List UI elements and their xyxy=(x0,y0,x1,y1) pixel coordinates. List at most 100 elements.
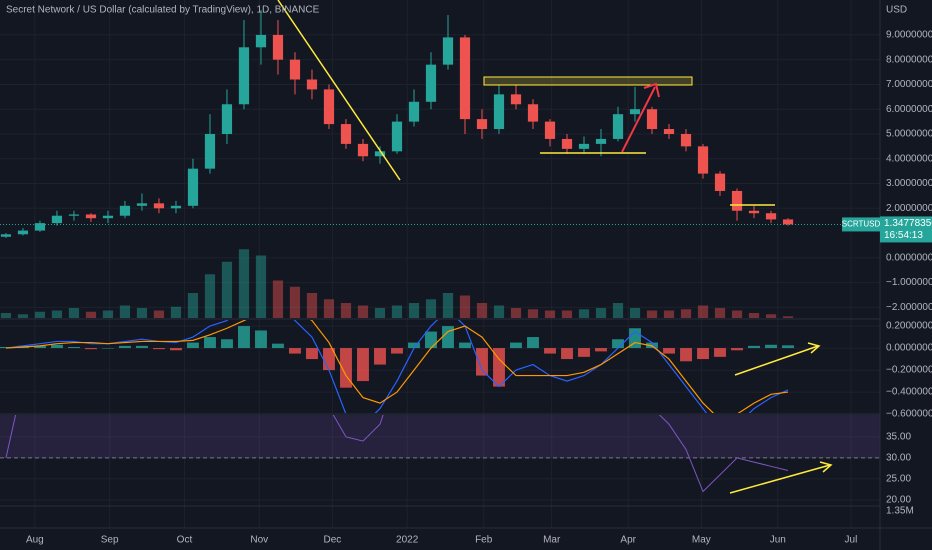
drawings xyxy=(277,0,833,494)
candle-body xyxy=(221,104,233,134)
macd-histogram-bar xyxy=(289,348,301,354)
volume-bar xyxy=(493,305,505,318)
macd-histogram-bar xyxy=(221,339,233,349)
macd-histogram-bar xyxy=(510,342,522,349)
arrow-head xyxy=(643,82,660,98)
x-tick-label: Nov xyxy=(250,535,268,546)
macd-histogram-bar xyxy=(595,348,607,352)
candle-body xyxy=(680,133,692,147)
volume-bar xyxy=(204,274,216,318)
candles xyxy=(0,10,794,239)
macd-histogram-bar xyxy=(340,348,352,388)
candle-body xyxy=(578,143,590,149)
volume-bar xyxy=(68,308,80,318)
macd-histogram-bar xyxy=(272,343,284,349)
x-tick-label: May xyxy=(692,535,711,546)
candle-body xyxy=(646,109,658,130)
candle-body xyxy=(68,214,80,216)
marks xyxy=(0,10,880,493)
macd-histogram-bar xyxy=(136,345,148,349)
macd-histogram-bar xyxy=(408,342,420,349)
macd-histogram-bar xyxy=(51,344,63,349)
candle-body xyxy=(272,34,284,60)
x-tick-label: Dec xyxy=(323,535,341,546)
volume-bar xyxy=(578,309,590,318)
divergence-line xyxy=(734,345,819,376)
candle-body xyxy=(255,34,267,48)
volume-bar xyxy=(442,293,454,318)
volume-bar xyxy=(663,310,675,318)
candle-body xyxy=(391,121,403,152)
y-tick-label: 25.00 xyxy=(886,474,911,485)
volume-bar xyxy=(680,309,692,318)
macd-histogram-bar xyxy=(306,348,318,360)
volume-bar xyxy=(170,306,182,318)
volume-bar xyxy=(51,310,63,318)
symbol-label: SCRTUSD xyxy=(842,220,881,229)
candle-body xyxy=(51,215,63,224)
price-badge xyxy=(880,216,932,243)
y-tick-label: 35.00 xyxy=(886,432,911,443)
macd-histogram-bar xyxy=(170,348,182,351)
volume-bar xyxy=(527,309,539,318)
volume-bar xyxy=(748,313,760,318)
macd-histogram-bar xyxy=(323,348,335,371)
macd-histogram-bar xyxy=(612,339,624,349)
macd-histogram-bar xyxy=(102,348,114,349)
candle-body xyxy=(425,64,437,102)
macd-histogram-bar xyxy=(731,348,743,351)
candle-body xyxy=(34,223,46,231)
candle-body xyxy=(476,119,488,130)
volume-bar xyxy=(221,261,233,318)
macd-histogram-bar xyxy=(697,348,709,360)
candle-body xyxy=(493,94,505,130)
macd-histogram-bar xyxy=(238,326,250,349)
macd-histogram-bar xyxy=(663,348,675,354)
macd-histogram-bar xyxy=(765,344,777,349)
volume-bar xyxy=(476,303,488,318)
arrow-head xyxy=(807,342,821,354)
candle-body xyxy=(697,146,709,174)
volume-bar xyxy=(374,308,386,318)
macd-histogram-bar xyxy=(119,345,131,349)
candle-body xyxy=(510,94,522,105)
candle-body xyxy=(187,168,199,206)
volume-bar xyxy=(459,295,471,318)
volume-bar xyxy=(85,311,97,318)
candle-body xyxy=(204,133,216,169)
candle-body xyxy=(459,37,471,120)
x-tick-label: Jul xyxy=(845,535,858,546)
candle-body xyxy=(408,101,420,122)
macd-histogram-bar xyxy=(782,345,794,349)
candle-body xyxy=(102,215,114,219)
macd-histogram-bar xyxy=(561,348,573,360)
x-tick-label: 2022 xyxy=(396,535,419,546)
volume-bar xyxy=(187,293,199,318)
macd-histogram-bar xyxy=(34,345,46,349)
volume-bar xyxy=(17,314,29,318)
resistance-box xyxy=(483,76,693,86)
volume-bar xyxy=(289,286,301,318)
macd-histogram-bar xyxy=(578,348,590,357)
candle-body xyxy=(238,47,250,105)
candle-body xyxy=(748,210,760,214)
candle-body xyxy=(306,79,318,90)
volume-bar xyxy=(306,293,318,318)
macd-histogram-bar xyxy=(255,330,267,349)
volume-bar xyxy=(0,313,12,318)
macd-histogram-bar xyxy=(374,348,386,365)
volume-bar xyxy=(646,310,658,318)
macd-histogram-bar xyxy=(187,342,199,349)
volume-bar xyxy=(272,280,284,318)
candle-body xyxy=(765,213,777,220)
x-tick-label: Mar xyxy=(543,535,561,546)
